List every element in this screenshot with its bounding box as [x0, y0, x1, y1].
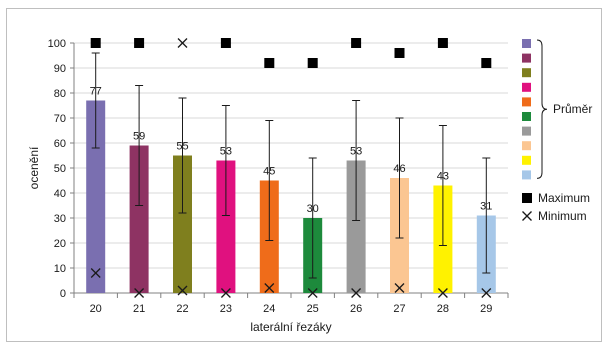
maximum-marker — [264, 58, 275, 68]
data-label: 45 — [263, 166, 275, 178]
y-tick-label: 70 — [54, 113, 66, 125]
y-axis-title: ocenění — [27, 146, 41, 189]
minimum-marker — [220, 288, 231, 298]
legend-swatch-25 — [522, 112, 531, 121]
x-tick-label: 28 — [437, 303, 449, 315]
minimum-marker — [307, 288, 318, 298]
legend-swatch-29 — [522, 170, 531, 180]
legend-swatch-21 — [522, 53, 531, 63]
legend-swatch-27 — [522, 141, 531, 151]
legend-group-label: Průměr — [553, 102, 592, 116]
minimum-marker — [177, 285, 188, 296]
bar-26 — [346, 160, 366, 293]
x-tick-label: 20 — [90, 303, 102, 315]
legend-swatch-23 — [522, 82, 531, 92]
y-tick-label: 40 — [54, 188, 66, 200]
data-label: 59 — [133, 131, 145, 143]
bar-21 — [129, 145, 149, 293]
maximum-marker — [220, 38, 231, 48]
bar-20 — [86, 100, 106, 293]
data-label: 55 — [176, 141, 188, 153]
legend-maximum-label: Maximum — [538, 191, 590, 205]
y-tick-label: 100 — [48, 38, 66, 50]
minimum-marker — [90, 268, 101, 278]
legend-brace — [536, 39, 548, 179]
minimum-marker — [437, 288, 448, 298]
data-label: 31 — [480, 201, 492, 213]
minimum-marker — [264, 283, 275, 293]
legend-swatch-26 — [522, 126, 531, 136]
maximum-marker — [90, 38, 101, 48]
x-tick-label: 26 — [350, 303, 362, 315]
data-label: 77 — [90, 86, 102, 98]
data-label: 43 — [437, 171, 449, 183]
data-label: 30 — [307, 203, 319, 215]
legend-minimum-marker — [522, 211, 532, 221]
y-tick-label: 30 — [54, 213, 66, 225]
minimum-marker — [394, 283, 405, 293]
maximum-marker — [481, 58, 492, 68]
bar-23 — [216, 160, 236, 293]
top-x-marker — [177, 38, 188, 48]
y-tick-label: 90 — [54, 63, 66, 75]
minimum-marker — [351, 288, 362, 298]
maximum-marker — [394, 48, 405, 58]
y-tick-label: 0 — [60, 288, 66, 300]
data-label: 53 — [350, 146, 362, 158]
x-tick-label: 25 — [307, 303, 319, 315]
data-label: 53 — [220, 146, 232, 158]
minimum-marker — [134, 288, 145, 298]
maximum-marker — [351, 38, 362, 48]
maximum-marker — [307, 58, 318, 68]
minimum-marker — [481, 288, 492, 298]
legend-swatch-28 — [522, 155, 531, 165]
y-tick-label: 80 — [54, 88, 66, 100]
legend-swatch-20 — [522, 39, 531, 48]
legend-maximum-marker — [522, 193, 532, 203]
maximum-marker — [134, 38, 145, 48]
data-label: 46 — [393, 163, 405, 175]
x-tick-label: 29 — [480, 303, 492, 315]
legend-swatch-22 — [522, 68, 531, 78]
y-tick-label: 20 — [54, 238, 66, 250]
x-axis-title: laterální řezáky — [250, 320, 331, 334]
bar-22 — [173, 155, 192, 293]
maximum-marker — [437, 38, 448, 48]
y-tick-label: 50 — [54, 163, 66, 175]
x-tick-label: 23 — [220, 303, 232, 315]
x-tick-label: 21 — [133, 303, 145, 315]
x-tick-label: 27 — [393, 303, 405, 315]
legend-swatch-24 — [522, 97, 531, 107]
legend-minimum-label: Minimum — [538, 209, 587, 223]
x-tick-label: 24 — [263, 303, 275, 315]
y-tick-label: 60 — [54, 138, 66, 150]
x-tick-label: 22 — [176, 303, 188, 315]
y-tick-label: 10 — [54, 263, 66, 275]
